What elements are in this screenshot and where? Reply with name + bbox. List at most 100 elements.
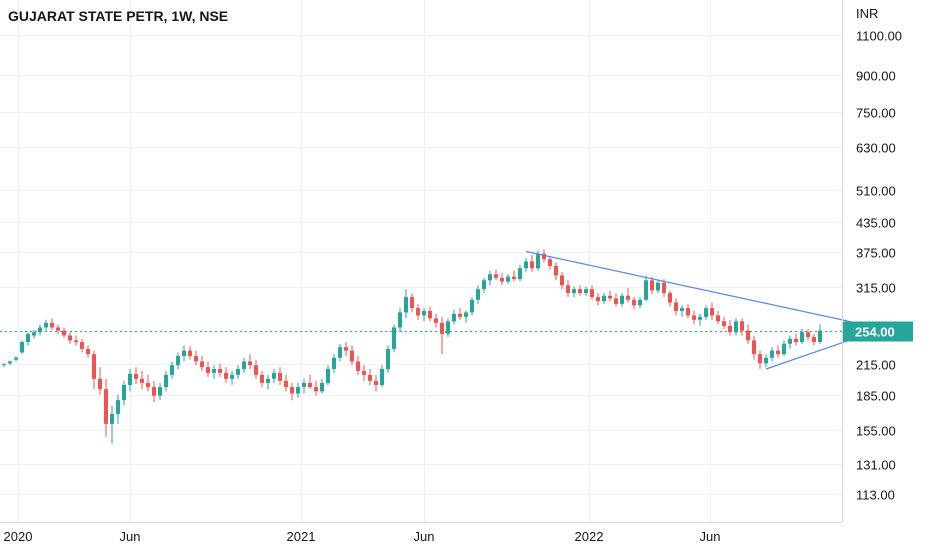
candle-up bbox=[320, 382, 324, 392]
candle-down bbox=[512, 276, 516, 280]
candle-down bbox=[590, 289, 594, 298]
y-tick-label: 215.00 bbox=[856, 358, 896, 373]
candle-down bbox=[554, 265, 558, 276]
candle-up bbox=[470, 299, 474, 313]
last-price-value: 254.00 bbox=[855, 325, 895, 340]
candle-up bbox=[602, 295, 606, 302]
candle-up bbox=[8, 361, 12, 364]
candle-up bbox=[638, 299, 642, 306]
candle-up bbox=[170, 365, 174, 375]
candle-down bbox=[716, 315, 720, 322]
candle-down bbox=[218, 369, 222, 373]
candle-up bbox=[680, 308, 684, 311]
candle-down bbox=[290, 387, 294, 394]
candle-up bbox=[44, 322, 48, 328]
candle-down bbox=[200, 361, 204, 368]
candle-down bbox=[368, 374, 372, 381]
candle-up bbox=[392, 327, 396, 349]
candle-up bbox=[110, 414, 114, 424]
candle-down bbox=[314, 387, 318, 392]
candle-down bbox=[650, 280, 654, 291]
candle-down bbox=[674, 302, 678, 311]
trendline bbox=[765, 337, 857, 370]
candle-down bbox=[146, 382, 150, 388]
last-price-tag[interactable]: 254.00 bbox=[843, 321, 913, 342]
candle-up bbox=[782, 343, 786, 355]
candle-down bbox=[434, 318, 438, 323]
currency-label: INR bbox=[856, 6, 878, 21]
y-tick-label: 630.00 bbox=[856, 141, 896, 156]
y-tick-label: 750.00 bbox=[856, 106, 896, 121]
x-tick-label: Jun bbox=[120, 529, 141, 544]
candle-down bbox=[80, 342, 84, 349]
candle-down bbox=[608, 295, 612, 299]
candle-down bbox=[416, 308, 420, 316]
candle-up bbox=[584, 289, 588, 294]
candle-down bbox=[140, 378, 144, 383]
candle-down bbox=[728, 325, 732, 333]
candle-down bbox=[74, 340, 78, 343]
candle-up bbox=[704, 308, 708, 317]
candle-up bbox=[116, 400, 120, 415]
candle-up bbox=[230, 374, 234, 379]
candle-down bbox=[566, 285, 570, 294]
trendline bbox=[525, 250, 893, 332]
candle-down bbox=[812, 337, 816, 343]
candle-up bbox=[38, 327, 42, 333]
candle-up bbox=[572, 289, 576, 294]
candle-up bbox=[122, 384, 126, 401]
price-axis[interactable]: 1100.00 900.00 750.00 630.00 510.00 435.00 375… bbox=[856, 29, 902, 503]
candle-down bbox=[758, 354, 762, 364]
candle-up bbox=[176, 355, 180, 366]
y-tick-label: 113.00 bbox=[856, 488, 895, 503]
candle-down bbox=[626, 295, 630, 300]
candle-up bbox=[332, 357, 336, 370]
candle-up bbox=[446, 321, 450, 334]
candle-down bbox=[722, 321, 726, 326]
candles-layer bbox=[2, 249, 822, 444]
candle-down bbox=[362, 370, 366, 375]
chart-title: GUJARAT STATE PETR, 1W, NSE bbox=[8, 8, 228, 24]
y-tick-label: 155.00 bbox=[856, 424, 896, 439]
candle-down bbox=[560, 275, 564, 286]
candle-down bbox=[284, 380, 288, 388]
candle-up bbox=[272, 372, 276, 379]
candle-down bbox=[350, 350, 354, 362]
candle-down bbox=[278, 372, 282, 381]
time-axis[interactable]: 2020 Jun 2021 Jun 2022 Jun bbox=[4, 529, 721, 544]
candle-up bbox=[398, 312, 402, 328]
candle-down bbox=[530, 261, 534, 269]
candle-down bbox=[746, 330, 750, 341]
candle-up bbox=[734, 321, 738, 333]
candle-down bbox=[542, 253, 546, 260]
candle-up bbox=[212, 369, 216, 373]
candle-up bbox=[380, 369, 384, 385]
candle-up bbox=[452, 313, 456, 322]
candle-up bbox=[404, 297, 408, 313]
candle-up bbox=[770, 350, 774, 358]
candle-up bbox=[2, 364, 6, 366]
candle-up bbox=[32, 332, 36, 336]
candle-up bbox=[14, 357, 18, 360]
candle-down bbox=[428, 310, 432, 319]
candle-up bbox=[524, 261, 528, 269]
candle-up bbox=[656, 282, 660, 291]
candle-down bbox=[260, 374, 264, 383]
candle-down bbox=[344, 347, 348, 351]
candle-up bbox=[788, 338, 792, 344]
candle-up bbox=[644, 280, 648, 300]
candle-down bbox=[752, 340, 756, 355]
candle-down bbox=[308, 382, 312, 388]
candle-down bbox=[692, 315, 696, 320]
candle-up bbox=[488, 274, 492, 281]
grid-layer bbox=[0, 0, 842, 522]
trendlines-layer[interactable] bbox=[525, 250, 893, 370]
candle-up bbox=[302, 382, 306, 388]
x-tick-label: 2020 bbox=[4, 529, 33, 544]
candle-up bbox=[236, 369, 240, 375]
candle-down bbox=[596, 297, 600, 302]
candle-down bbox=[794, 338, 798, 343]
y-tick-label: 435.00 bbox=[856, 216, 896, 231]
candle-down bbox=[224, 372, 228, 379]
